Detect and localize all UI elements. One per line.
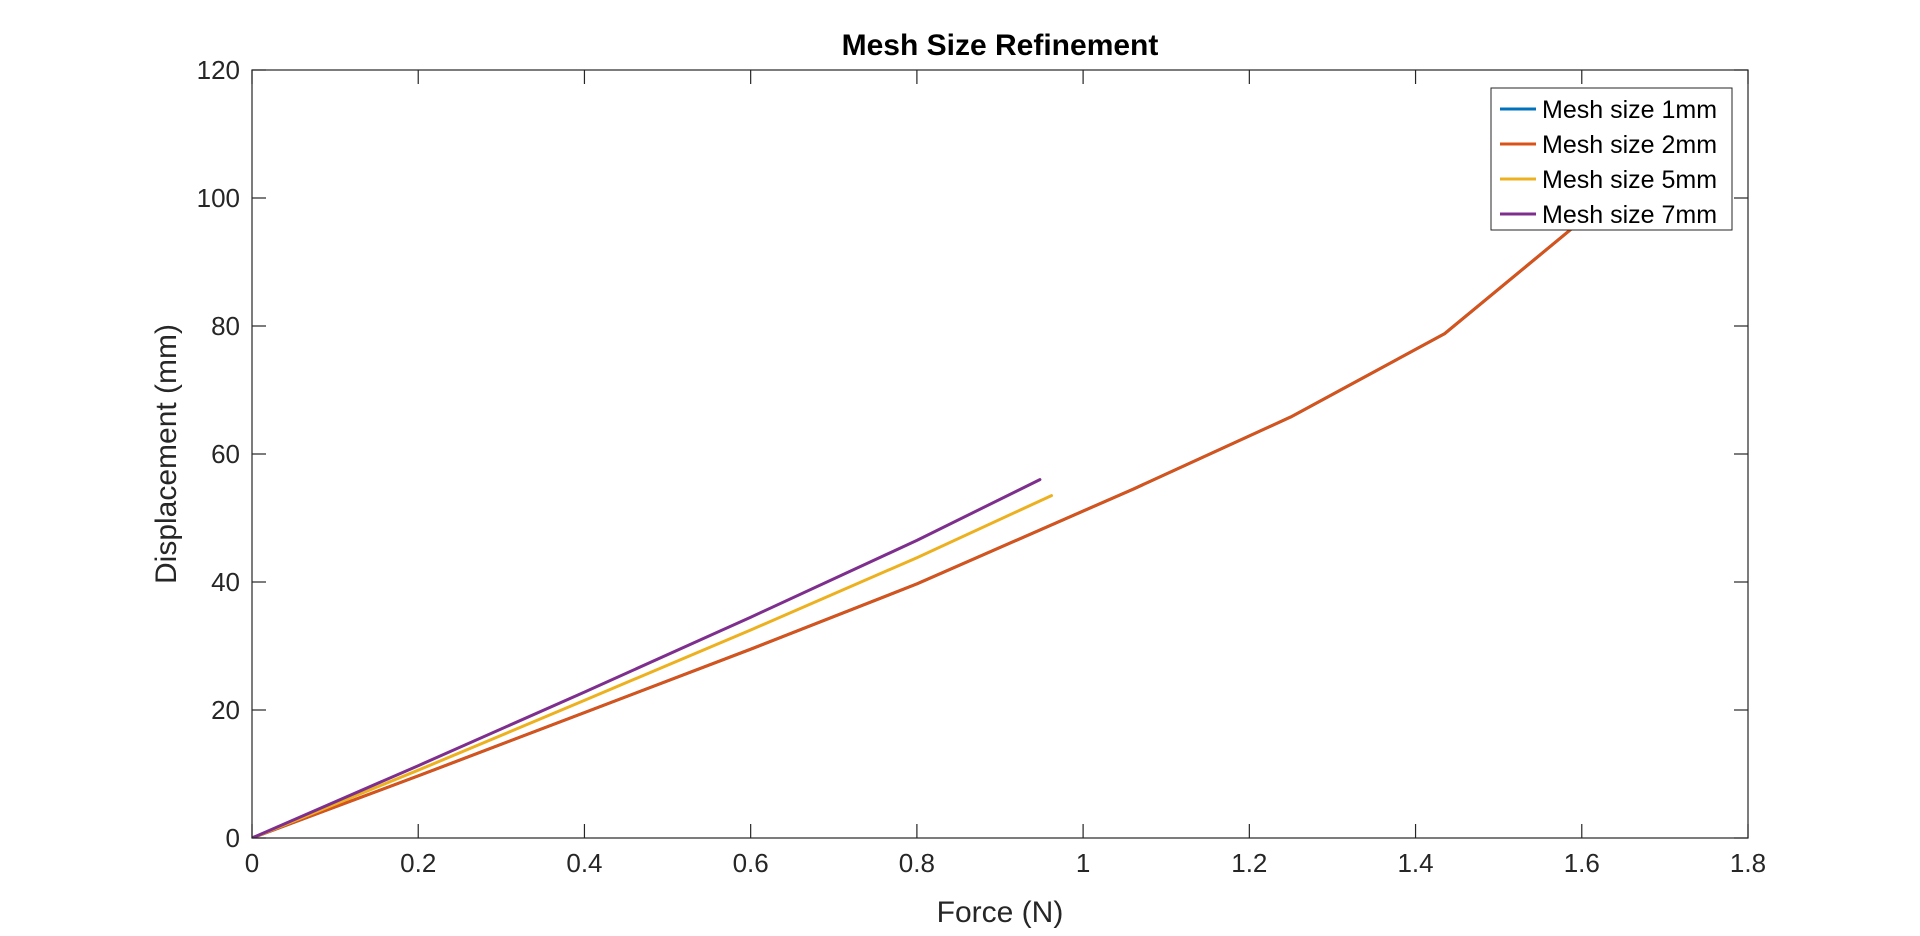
x-tick-label: 1.8 [1730,848,1766,878]
series-layer [252,196,1609,838]
plot-frame [251,69,1749,839]
legend: Mesh size 1mm Mesh size 2mm Mesh size 5mm M… [1490,87,1733,231]
series-line-4 [252,478,1042,838]
y-axis-label: Displacement (mm) [150,324,183,584]
legend-box [1490,87,1733,231]
y-tick-label: 0 [226,823,240,853]
y-tick-label: 20 [211,695,240,725]
y-tick-label: 80 [211,311,240,341]
chart-title: Mesh Size Refinement [842,29,1159,62]
x-tick-label: 0.6 [733,848,769,878]
x-axis-label: Force (N) [937,896,1064,929]
legend-label-1: Mesh size 1mm [1542,96,1717,124]
x-tick-label: 1.6 [1564,848,1600,878]
x-tick-label: 1.4 [1397,848,1433,878]
legend-label-2: Mesh size 2mm [1542,131,1717,159]
x-tick-label: 1 [1076,848,1090,878]
series-line-2 [252,196,1609,838]
y-tick-label: 100 [197,183,240,213]
x-tick-label: 0 [245,848,259,878]
y-tick-label: 120 [197,55,240,85]
x-tick-label: 0.8 [899,848,935,878]
ticks-layer: 0 0.2 0.4 0.6 0.8 1 1.2 1.4 1.6 1.8 0 20 40 60 80 100 12… [197,55,1766,878]
y-tick-label: 40 [211,567,240,597]
y-tick-label: 60 [211,439,240,469]
x-tick-label: 0.2 [400,848,436,878]
legend-label-4: Mesh size 7mm [1542,201,1717,229]
x-tick-label: 0.4 [566,848,602,878]
x-tick-label: 1.2 [1231,848,1267,878]
series-line-3 [252,494,1053,838]
legend-label-3: Mesh size 5mm [1542,166,1717,194]
